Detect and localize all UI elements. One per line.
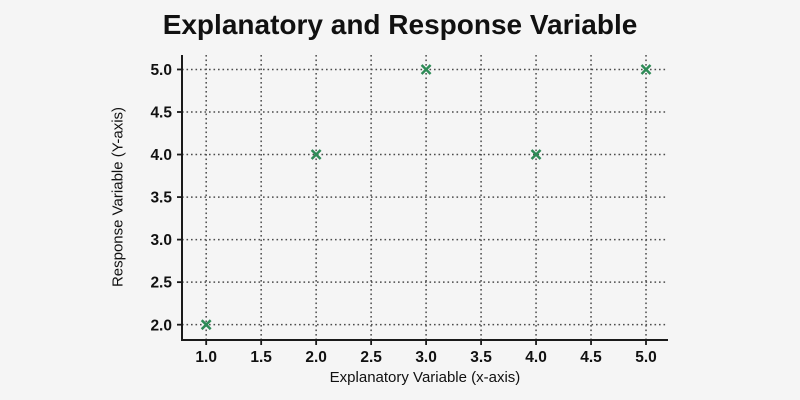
y-tick-label: 5.0 [150, 62, 172, 79]
x-tick-label: 4.0 [525, 349, 547, 366]
y-tick-label: 4.5 [150, 105, 172, 122]
y-axis-label: Response Variable (Y-axis) [109, 106, 127, 288]
x-tick-label: 2.5 [360, 349, 382, 366]
chart-title: Explanatory and Response Variable [162, 9, 638, 40]
y-tick-label: 3.0 [150, 232, 172, 249]
x-tick-label: 4.5 [580, 349, 602, 366]
y-tick-label: 3.5 [150, 190, 172, 207]
data-point-marker [640, 64, 652, 75]
data-point-marker [310, 149, 322, 160]
y-tick-label: 4.0 [150, 147, 172, 164]
x-tick-label: 1.5 [250, 349, 272, 366]
data-point-marker [530, 149, 542, 160]
x-tick-label: 2.0 [305, 349, 327, 366]
x-axis-label: Explanatory Variable (x-axis) [329, 369, 521, 386]
data-point-marker [200, 319, 212, 331]
x-tick-label: 1.0 [195, 349, 217, 366]
x-tick-label: 3.0 [415, 349, 437, 366]
y-tick-label: 2.5 [150, 275, 172, 292]
y-tick-label: 2.0 [150, 317, 172, 334]
x-tick-label: 3.5 [470, 349, 492, 366]
data-point-marker [420, 64, 432, 75]
x-tick-label: 5.0 [635, 349, 657, 366]
